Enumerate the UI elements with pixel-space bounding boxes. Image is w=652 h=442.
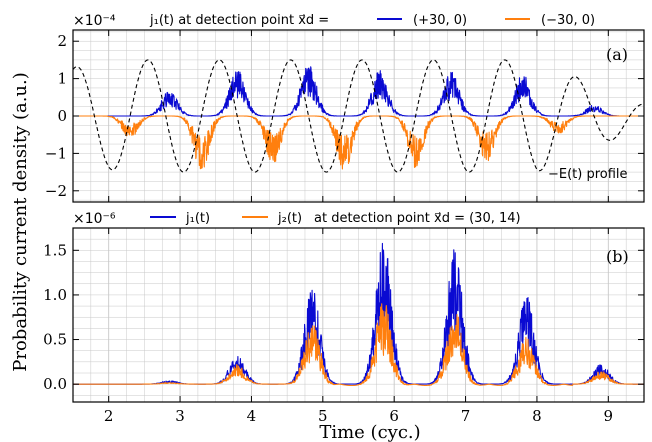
series-a-1 bbox=[72, 115, 644, 170]
y-tick-label: −1 bbox=[45, 144, 67, 162]
x-tick-label: 8 bbox=[532, 407, 542, 425]
x-tick-label: 2 bbox=[104, 407, 114, 425]
series-b-0 bbox=[72, 242, 644, 385]
y-tick-label: 2 bbox=[57, 32, 67, 50]
panel-b-grid bbox=[72, 227, 645, 402]
x-tick-label: 9 bbox=[604, 407, 614, 425]
panel-b-label: (b) bbox=[606, 247, 629, 266]
panel-b: 2 3 4 5 6 7 8 9 0.0 0.5 1.0 1.5 ×10⁻⁶ j₁(t) j₂(t) a… bbox=[43, 211, 645, 425]
y-tick-label: −2 bbox=[45, 182, 67, 200]
panel-b-multiplier: ×10⁻⁶ bbox=[73, 211, 116, 227]
panel-a-multiplier: ×10⁻⁴ bbox=[73, 13, 116, 29]
x-tick-label: 7 bbox=[461, 407, 471, 425]
panel-b-series bbox=[72, 242, 644, 387]
panel-a-grid bbox=[72, 30, 645, 202]
y-tick-label: 0.0 bbox=[43, 375, 67, 393]
x-tick-label: 4 bbox=[247, 407, 257, 425]
panel-b-frame bbox=[72, 227, 645, 403]
panel-a: −2 −1 0 1 2 ×10⁻⁴ j₁(t) at detection point x… bbox=[45, 13, 645, 203]
x-axis-label: Time (cyc.) bbox=[319, 422, 420, 442]
x-tick-label: 5 bbox=[318, 407, 328, 425]
y-tick-label: 0 bbox=[57, 107, 67, 125]
panel-a-ticks: −2 −1 0 1 2 bbox=[45, 30, 644, 202]
series-a-0 bbox=[72, 66, 644, 117]
legend-label-minus30: (−30, 0) bbox=[541, 13, 595, 28]
y-tick-label: 1.0 bbox=[43, 286, 67, 304]
x-tick-label: 6 bbox=[389, 407, 399, 425]
y-tick-label: 0.5 bbox=[43, 331, 67, 349]
panel-a-series bbox=[72, 59, 644, 173]
legend-label-j2: j₂(t) bbox=[277, 211, 302, 226]
panel-a-label: (a) bbox=[606, 45, 628, 64]
series-b-1 bbox=[72, 303, 644, 387]
panel-b-legend-title: at detection point x⃗d = (30, 14) bbox=[314, 211, 521, 226]
y-tick-label: 1.5 bbox=[43, 241, 67, 259]
y-tick-label: 1 bbox=[57, 70, 67, 88]
legend-label-plus30: (+30, 0) bbox=[413, 13, 467, 28]
field-profile-annotation: −E(t) profile bbox=[548, 167, 628, 182]
y-axis-label: Probability current density (a.u.) bbox=[10, 72, 31, 372]
panel-a-legend-title: j₁(t) at detection point x⃗d = bbox=[149, 13, 329, 28]
x-tick-label: 3 bbox=[175, 407, 185, 425]
legend-label-j1: j₁(t) bbox=[185, 211, 210, 226]
panel-b-ticks: 2 3 4 5 6 7 8 9 0.0 0.5 1.0 1.5 bbox=[43, 228, 644, 425]
